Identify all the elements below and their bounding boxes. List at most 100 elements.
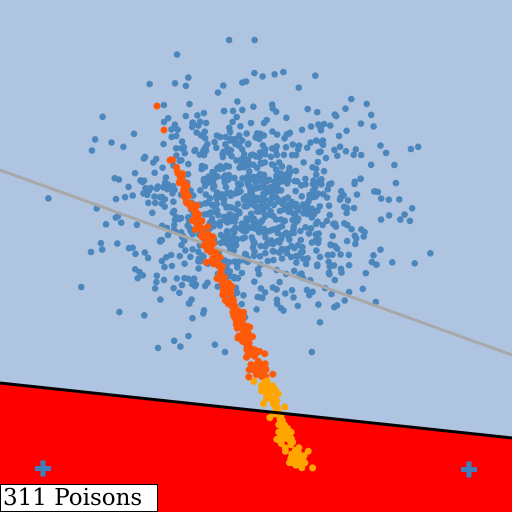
clean-point — [273, 131, 281, 138]
clean-point — [271, 71, 278, 78]
clean-point — [253, 219, 261, 226]
clean-point — [207, 209, 214, 216]
decision-boundary — [0, 381, 512, 440]
clean-point — [226, 124, 233, 132]
poison-point — [209, 239, 217, 247]
clean-point — [91, 136, 99, 143]
poison-point — [232, 320, 240, 328]
poison-point — [160, 126, 168, 134]
clean-point — [338, 269, 345, 276]
poison-point — [250, 377, 258, 385]
clean-point — [250, 239, 257, 246]
clean-point — [220, 164, 227, 172]
clean-point — [129, 192, 136, 199]
clean-point — [316, 253, 324, 261]
clean-point — [283, 248, 290, 255]
clean-point — [279, 232, 286, 239]
plus-cross-icon[interactable] — [461, 461, 477, 478]
clean-point — [260, 119, 268, 127]
clean-point — [407, 145, 415, 153]
clean-point — [227, 212, 234, 219]
clean-point — [116, 308, 123, 316]
clean-point — [244, 141, 252, 148]
clean-point — [292, 167, 300, 175]
clean-point — [298, 270, 305, 278]
clean-point — [108, 139, 115, 146]
clean-point — [341, 220, 348, 227]
clean-point — [222, 133, 229, 141]
clean-point — [144, 191, 151, 199]
clean-point — [160, 118, 168, 126]
poison-point — [233, 311, 241, 319]
clean-point — [220, 195, 227, 203]
clean-point — [244, 178, 252, 186]
clean-point — [120, 143, 127, 151]
clean-point — [139, 178, 146, 186]
clean-point — [313, 247, 320, 254]
clean-point — [149, 209, 156, 217]
clean-point — [314, 158, 322, 166]
clean-point — [233, 235, 241, 243]
clean-point — [411, 260, 419, 267]
clean-point — [133, 221, 141, 229]
clean-point — [268, 101, 276, 108]
clean-point — [170, 198, 177, 205]
clean-point — [300, 210, 307, 217]
poison-point — [274, 405, 281, 413]
clean-point — [293, 259, 300, 266]
clean-point — [331, 111, 339, 118]
clean-point — [255, 270, 263, 278]
clean-point — [182, 82, 190, 90]
plus-cross-icon[interactable] — [35, 460, 51, 477]
poison-point — [256, 368, 264, 375]
clean-point — [272, 216, 280, 223]
clean-point — [277, 216, 285, 223]
clean-point — [210, 169, 218, 176]
clean-point — [211, 138, 218, 146]
clean-point — [185, 300, 193, 307]
clean-point — [168, 126, 175, 133]
clean-point — [188, 123, 196, 131]
clean-point — [167, 183, 174, 191]
poison-point — [262, 365, 270, 373]
clean-point — [352, 146, 360, 153]
clean-point — [156, 193, 164, 201]
poison-point — [167, 156, 175, 164]
clean-point — [345, 261, 353, 269]
clean-point — [300, 159, 308, 166]
clean-point — [301, 201, 309, 208]
clean-point — [295, 84, 303, 91]
clean-point — [160, 140, 167, 148]
clean-point — [151, 199, 159, 207]
clean-point — [313, 108, 321, 116]
clean-point — [238, 137, 246, 144]
poison-counter-label: 311 Poisons — [3, 484, 143, 511]
clean-point — [136, 268, 143, 276]
clean-point — [214, 89, 222, 96]
clean-point — [181, 149, 189, 157]
clean-point — [153, 278, 160, 286]
clean-point — [87, 248, 95, 256]
clean-point — [290, 294, 297, 301]
clean-point — [342, 148, 350, 155]
clean-point — [360, 233, 368, 240]
clean-point — [141, 249, 149, 256]
poison-point — [299, 457, 307, 465]
clean-point — [45, 195, 52, 202]
clean-point — [328, 290, 335, 298]
clean-point — [251, 69, 258, 77]
clean-point — [190, 275, 198, 283]
clean-point — [242, 157, 249, 164]
clean-point — [226, 173, 233, 181]
clean-point — [329, 232, 337, 240]
clean-point — [229, 107, 237, 115]
clean-point — [323, 217, 331, 225]
clean-point — [177, 145, 185, 152]
clean-point — [278, 255, 286, 262]
clean-point — [320, 120, 328, 128]
clean-point — [201, 200, 209, 207]
clean-point — [221, 177, 229, 184]
clean-point — [220, 107, 228, 115]
